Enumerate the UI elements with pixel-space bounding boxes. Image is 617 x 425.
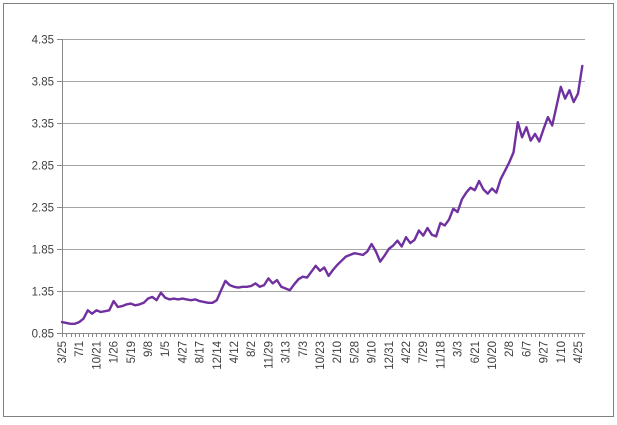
x-tick-label: 8/17	[195, 341, 207, 363]
x-tick-label: 6/21	[470, 341, 482, 363]
x-tick-label: 12/31	[384, 341, 396, 370]
y-tick-label: 4.35	[32, 35, 54, 47]
y-tick-label: 2.35	[32, 203, 54, 215]
x-tick-label: 10/21	[91, 341, 103, 370]
x-tick-label: 8/2	[246, 341, 258, 357]
x-tick-label: 1/10	[556, 341, 568, 363]
y-tick-label: 2.85	[32, 161, 54, 173]
y-tick-label: 1.85	[32, 245, 54, 257]
x-tick-label: 7/29	[418, 341, 430, 363]
x-tick-label: 4/12	[229, 341, 241, 363]
x-tick-label: 7/3	[298, 341, 310, 357]
x-tick-label: 3/3	[453, 341, 465, 357]
x-tick-label: 4/27	[177, 341, 189, 363]
y-tick-label: 3.85	[32, 77, 54, 89]
y-tick-label: 3.35	[32, 119, 54, 131]
x-tick-label: 2/10	[332, 341, 344, 363]
x-tick-label: 10/23	[315, 341, 327, 370]
x-tick-label: 7/1	[74, 341, 86, 357]
y-tick-label: 0.85	[32, 329, 54, 341]
x-tick-label: 4/25	[573, 341, 585, 363]
x-tick-label: 5/28	[349, 341, 361, 363]
series-line	[60, 64, 584, 325]
x-tick-label: 10/20	[487, 341, 499, 370]
x-tick-label: 3/13	[281, 341, 293, 363]
chart-frame-border	[3, 3, 614, 417]
x-tick-label: 1/26	[109, 341, 121, 363]
x-tick-label: 12/14	[212, 340, 224, 369]
x-tick-label: 9/27	[539, 341, 551, 363]
y-tick-label: 1.35	[32, 287, 54, 299]
x-tick-label: 11/18	[435, 341, 447, 369]
x-tick-label: 11/29	[263, 341, 275, 369]
x-tick-label: 9/10	[367, 341, 379, 363]
x-tick-label: 9/8	[143, 341, 155, 357]
x-tick-label: 5/19	[126, 341, 138, 363]
x-tick-label: 3/25	[57, 341, 69, 363]
x-tick-label: 2/8	[504, 341, 516, 357]
x-tick-label: 4/22	[401, 341, 413, 363]
x-tick-label: 1/5	[160, 341, 172, 357]
x-tick-label: 6/7	[521, 341, 533, 357]
